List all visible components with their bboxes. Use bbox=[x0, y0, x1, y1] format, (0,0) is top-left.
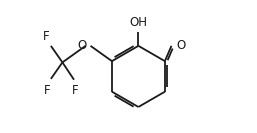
Text: F: F bbox=[43, 30, 49, 43]
Text: O: O bbox=[77, 39, 86, 52]
Text: OH: OH bbox=[130, 16, 148, 29]
Text: F: F bbox=[72, 84, 79, 97]
Text: F: F bbox=[44, 84, 51, 97]
Text: O: O bbox=[176, 39, 186, 52]
